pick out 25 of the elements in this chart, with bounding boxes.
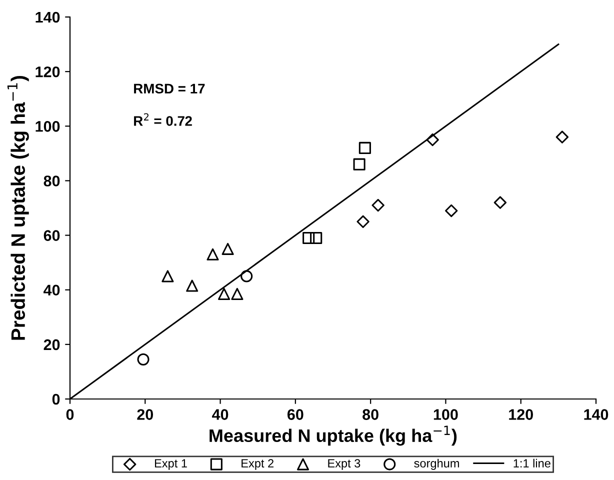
y-tick-label: 140 — [36, 12, 60, 23]
legend-label: Expt 3 — [328, 459, 360, 470]
annotation: R$^{2}$ = 0.72 — [134, 113, 192, 126]
y-tick-label: 80 — [44, 176, 60, 186]
legend-label: 1:1 line — [514, 458, 550, 468]
x-tick-label: 0 — [66, 409, 74, 420]
y-tick-label: 120 — [36, 66, 60, 78]
x-tick-label: 40 — [212, 409, 228, 420]
x-tick-label: 140 — [584, 409, 608, 420]
y-tick-label: 0 — [52, 394, 60, 405]
legend-label: Expt 2 — [242, 459, 274, 470]
x-tick-label: 20 — [137, 409, 154, 420]
y-tick-label: 40 — [44, 284, 60, 296]
annotation: RMSD = 17 — [134, 84, 205, 94]
x-tick-label: 120 — [509, 409, 533, 420]
x-tick-label: 80 — [362, 409, 378, 420]
y-tick-label: 100 — [36, 121, 60, 132]
x-tick-label: 100 — [434, 409, 458, 420]
y-tick-label: 20 — [44, 339, 60, 350]
legend-label: Expt 1 — [155, 459, 187, 470]
x-tick-label: 60 — [287, 409, 304, 420]
y-tick-label: 60 — [44, 230, 60, 241]
x-axis-title: Measured N uptake (kg ha$^{−1}$) — [210, 426, 457, 446]
y-axis-title: Predicted N uptake (kg ha$^{−1}$) — [7, 76, 29, 340]
legend-label: sorghum — [414, 458, 459, 470]
